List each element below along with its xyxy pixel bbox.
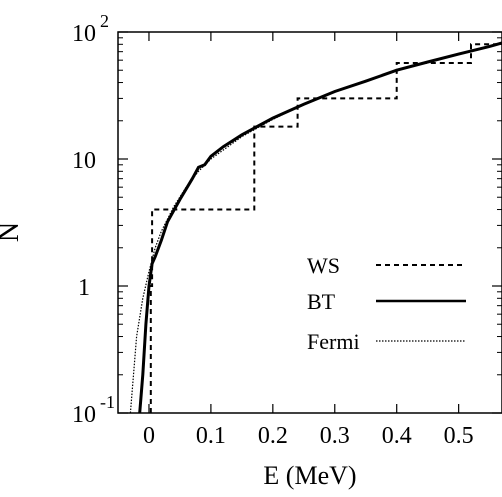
plot-border [117, 31, 502, 414]
y-tick-label: 1 [78, 275, 90, 301]
x-tick-label: 0.4 [382, 423, 412, 449]
x-tick-label: 0.1 [196, 423, 226, 449]
legend: WS BT Fermi [307, 253, 466, 354]
y-tick-exponent: 2 [100, 11, 109, 31]
y-tick-label: 10 [72, 402, 96, 428]
x-tick-label: 0.5 [444, 423, 474, 449]
x-tick-label: 0.2 [258, 423, 288, 449]
y-tick-label: 10 [72, 21, 96, 47]
series-line-ws [149, 43, 502, 413]
y-tick-exponent: -1 [100, 392, 115, 412]
x-tick-label: 0 [143, 423, 155, 449]
y-tick-label: 10 [72, 148, 96, 174]
series-layer [129, 41, 502, 413]
x-axis-ticks: 0 0.1 0.2 0.3 0.4 0.5 [143, 32, 474, 449]
x-tick-label: 0.3 [320, 423, 350, 449]
series-line-bt [138, 41, 502, 413]
legend-label-fermi: Fermi [307, 329, 360, 354]
series-line-fermi [129, 43, 502, 413]
y-axis-title: N [0, 222, 25, 242]
plot-frame [117, 31, 502, 414]
legend-label-bt: BT [307, 289, 336, 314]
legend-label-ws: WS [307, 253, 340, 278]
x-axis-title: E (MeV) [263, 461, 356, 490]
